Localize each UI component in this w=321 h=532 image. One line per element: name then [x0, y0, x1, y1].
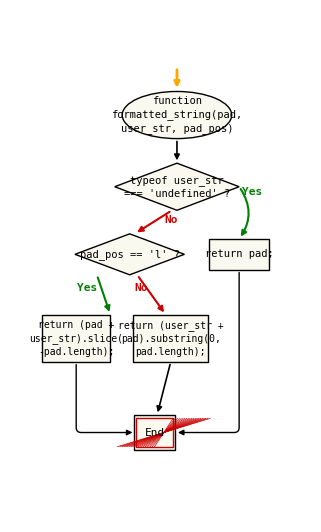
Text: No: No	[165, 214, 178, 225]
Polygon shape	[115, 163, 239, 210]
Text: function
formatted_string(pad,
user_str, pad_pos): function formatted_string(pad, user_str,…	[111, 96, 243, 134]
Bar	[134, 315, 208, 362]
Text: Yes: Yes	[242, 187, 262, 197]
Text: return pad;: return pad;	[205, 250, 273, 259]
Text: No: No	[135, 283, 148, 293]
Text: Yes: Yes	[77, 283, 98, 293]
Text: typeof user_str
=== 'undefined' ?: typeof user_str === 'undefined' ?	[124, 174, 230, 199]
Text: End: End	[144, 428, 165, 437]
Text: return (user_str +
pad).substring(0,
pad.length);: return (user_str + pad).substring(0, pad…	[118, 320, 224, 357]
Bar	[134, 415, 175, 450]
Bar	[42, 315, 110, 362]
Ellipse shape	[122, 92, 232, 139]
Bar	[136, 418, 173, 447]
Text: pad_pos == 'l' ?: pad_pos == 'l' ?	[80, 249, 180, 260]
Polygon shape	[75, 234, 184, 275]
Bar	[209, 239, 269, 270]
Text: return (pad +
user_str).slice(
-pad.length);: return (pad + user_str).slice( -pad.leng…	[29, 320, 123, 357]
